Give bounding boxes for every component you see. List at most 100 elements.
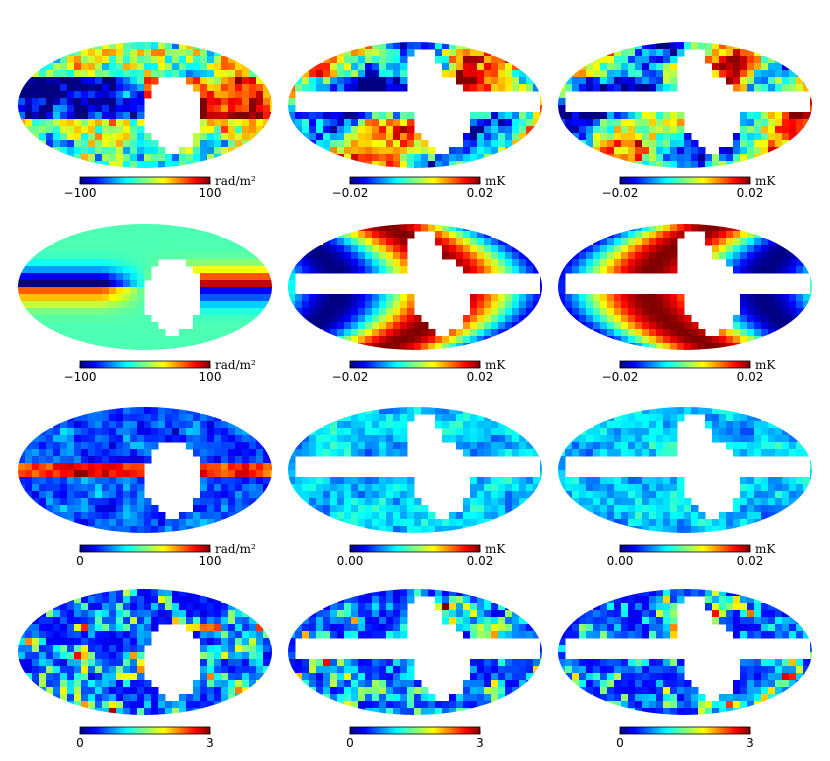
pixel — [249, 315, 257, 323]
pixel — [593, 238, 601, 246]
pixel — [256, 84, 264, 92]
pixel — [698, 512, 706, 520]
pixel — [719, 238, 727, 246]
pixel — [512, 673, 520, 681]
pixel — [74, 294, 82, 302]
pixel — [123, 505, 131, 513]
pixel — [179, 694, 187, 702]
pixel — [351, 119, 359, 127]
pixel — [256, 266, 264, 274]
pixel — [540, 112, 542, 120]
pixel — [607, 701, 615, 709]
pixel — [579, 245, 587, 253]
pixel — [740, 435, 748, 443]
pixel — [102, 701, 110, 709]
pixel — [768, 266, 776, 274]
pixel — [379, 512, 387, 520]
pixel — [621, 126, 629, 134]
pixel — [207, 428, 215, 436]
pixel — [228, 105, 236, 113]
pixel — [691, 42, 699, 50]
pixel — [768, 126, 776, 134]
pixel — [25, 477, 33, 485]
pixel — [123, 336, 131, 344]
pixel — [586, 687, 594, 695]
pixel — [263, 659, 271, 667]
pixel — [193, 49, 201, 57]
pixel — [614, 512, 622, 520]
pixel — [572, 673, 580, 681]
pixel — [235, 273, 243, 281]
pixel — [477, 428, 485, 436]
pixel — [74, 680, 82, 688]
pixel — [88, 84, 96, 92]
pixel — [46, 105, 54, 113]
pixel — [754, 603, 762, 611]
pixel — [670, 308, 678, 316]
pixel — [39, 252, 47, 260]
pixel — [372, 421, 380, 429]
pixel — [635, 680, 643, 688]
pixel — [663, 343, 671, 350]
pixel — [477, 701, 485, 709]
pixel — [726, 414, 734, 422]
pixel — [351, 519, 359, 527]
pixel — [358, 77, 366, 85]
pixel — [754, 147, 762, 155]
pixel — [214, 645, 222, 653]
pixel — [302, 484, 310, 492]
pixel — [379, 505, 387, 513]
pixel — [565, 112, 573, 120]
pixel — [705, 519, 713, 527]
pixel — [221, 449, 229, 457]
pixel — [761, 77, 769, 85]
pixel — [726, 701, 734, 709]
pixel — [449, 238, 457, 246]
pixel — [726, 245, 734, 253]
pixel — [179, 407, 187, 415]
pixel — [214, 245, 222, 253]
pixel — [628, 603, 636, 611]
pixel — [88, 343, 96, 350]
pixel — [663, 701, 671, 709]
pixel — [249, 484, 257, 492]
pixel — [172, 435, 180, 443]
pixel — [53, 491, 61, 499]
pixel — [442, 154, 450, 162]
pixel — [288, 119, 296, 127]
pixel — [505, 308, 513, 316]
pixel — [386, 421, 394, 429]
pixel — [60, 308, 68, 316]
pixel — [214, 687, 222, 695]
pixel — [621, 133, 629, 141]
pixel — [158, 238, 166, 246]
pixel — [214, 694, 222, 702]
pixel — [74, 463, 82, 471]
pixel — [200, 470, 208, 478]
pixel — [102, 624, 110, 632]
pixel — [670, 49, 678, 57]
pixel — [116, 294, 124, 302]
pixel — [88, 589, 96, 597]
pixel — [656, 519, 664, 527]
pixel — [221, 463, 229, 471]
pixel — [214, 659, 222, 667]
pixel — [656, 428, 664, 436]
pixel — [221, 498, 229, 506]
pixel — [747, 322, 755, 330]
pixel — [337, 322, 345, 330]
pixel — [705, 56, 713, 64]
pixel — [207, 231, 215, 239]
pixel — [81, 63, 89, 71]
pixel — [621, 259, 629, 267]
pixel — [144, 238, 152, 246]
pixel — [491, 252, 499, 260]
pixel — [789, 77, 797, 85]
pixel — [116, 112, 124, 120]
pixel — [365, 505, 373, 513]
pixel — [130, 519, 138, 527]
pixel — [614, 133, 622, 141]
pixel — [540, 91, 542, 99]
pixel — [740, 301, 748, 309]
pixel — [572, 484, 580, 492]
